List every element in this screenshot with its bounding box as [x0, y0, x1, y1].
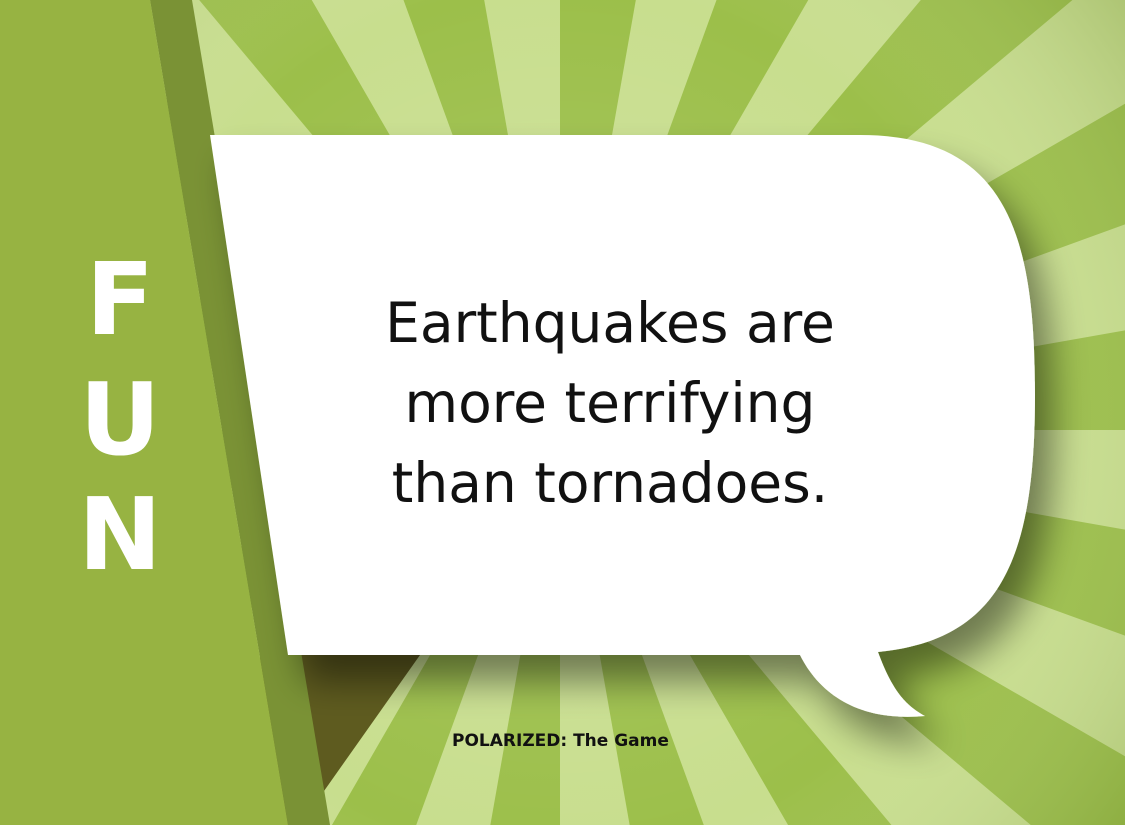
- speech-bubble: [210, 135, 1035, 717]
- statement-line-2: more terrifying: [404, 371, 816, 435]
- category-letter-f: F: [85, 241, 155, 358]
- statement-line-1: Earthquakes are: [385, 291, 835, 355]
- brand-label: POLARIZED: The Game: [452, 731, 669, 751]
- card-statement: Earthquakes are more terrifying than tor…: [330, 283, 890, 523]
- category-letter-u: U: [79, 361, 161, 478]
- category-panel: [0, 0, 288, 825]
- category-letter-n: N: [78, 476, 162, 593]
- statement-line-3: than tornadoes.: [391, 451, 829, 515]
- category-label: F U N: [60, 245, 180, 585]
